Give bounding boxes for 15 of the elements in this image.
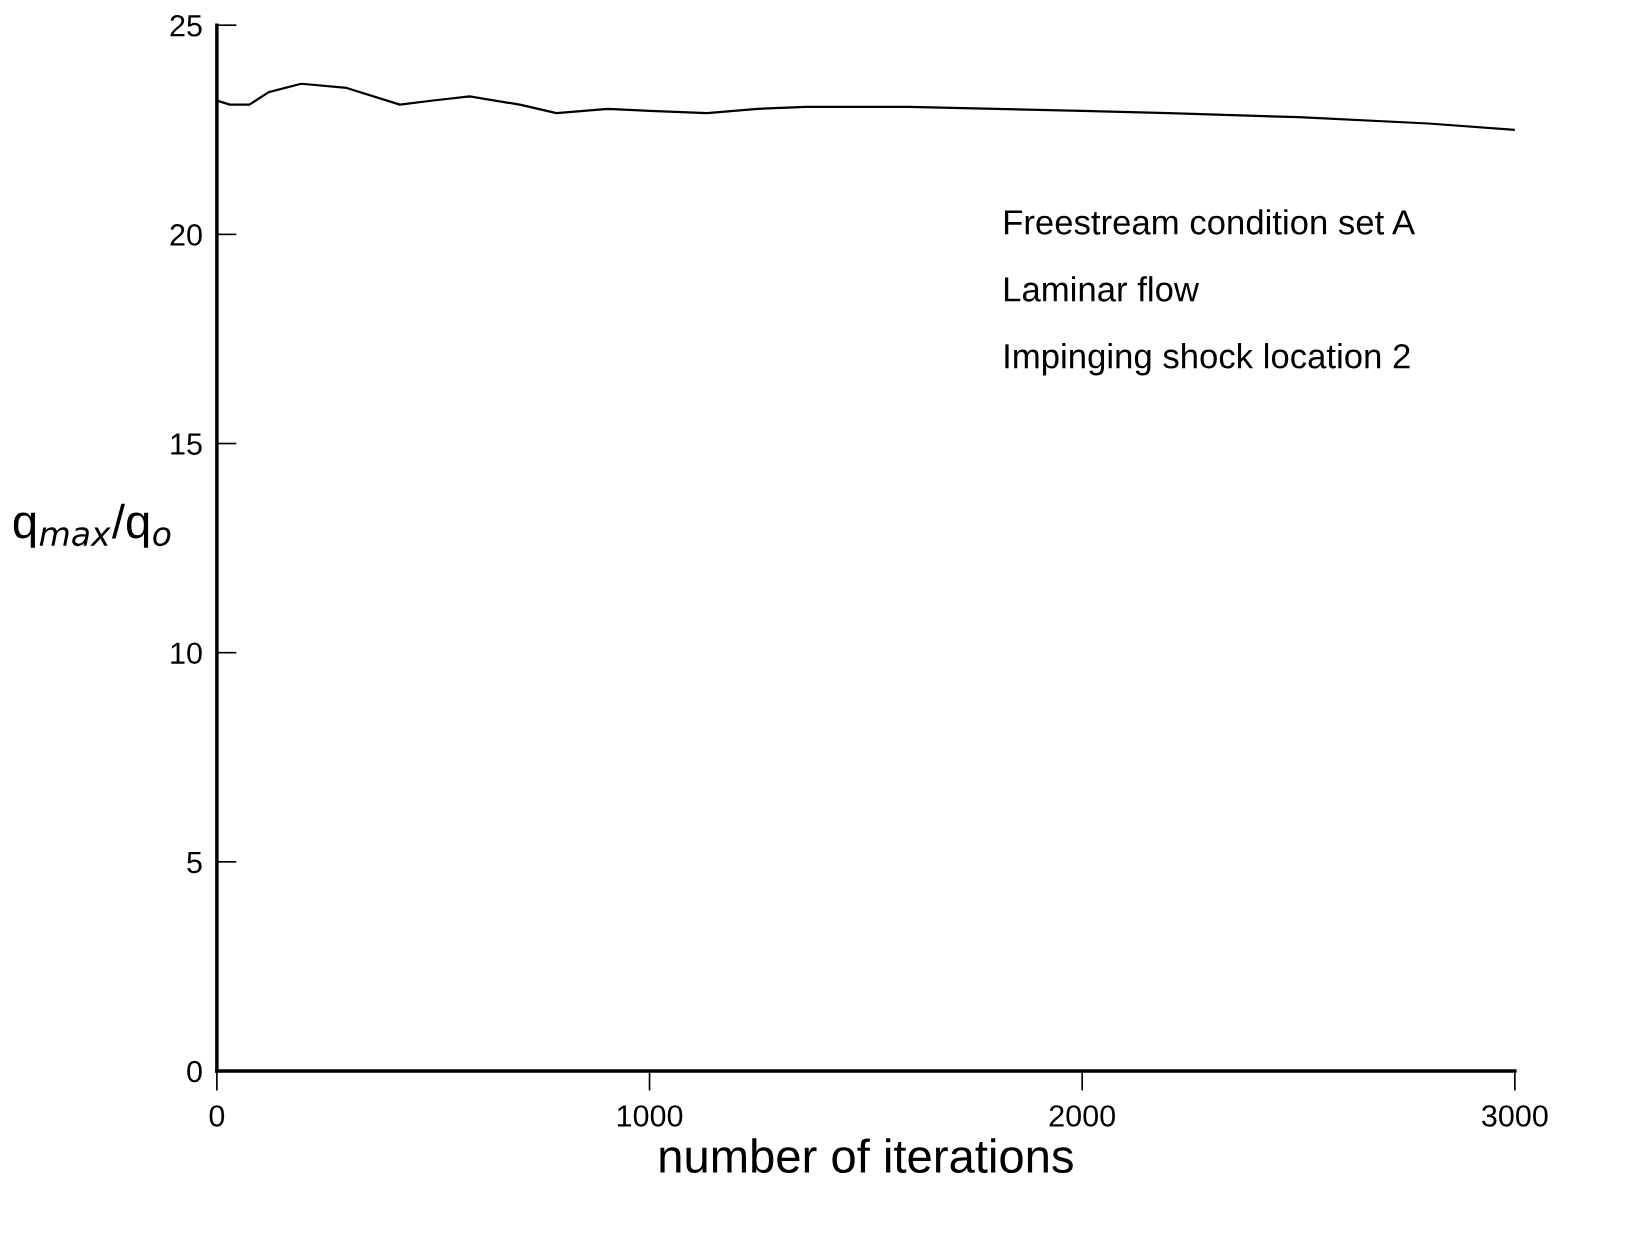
y-tick-label: 0 (187, 1060, 202, 1083)
y-axis-title: q$_{max}$/q$_{o}$ (13, 503, 171, 548)
x-axis-title: number of iterations (660, 1138, 1073, 1174)
y-tick-label: 10 (171, 642, 202, 665)
y-tick-label: 20 (170, 224, 202, 246)
y-tick-label: 25 (170, 14, 202, 37)
y-tick-label: 5 (187, 851, 202, 874)
x-tick-label: 0 (209, 1105, 225, 1127)
x-tick-label: 1000 (617, 1105, 683, 1127)
y-tick-label: 15 (171, 433, 202, 455)
annotation: Laminar flow (1005, 276, 1200, 302)
x-tick-label: 2000 (1049, 1105, 1115, 1127)
annotation: Impinging shock location 2 (1005, 343, 1410, 376)
x-tick-label: 3000 (1482, 1105, 1548, 1127)
annotation: Freestream condition set A (1005, 209, 1416, 235)
